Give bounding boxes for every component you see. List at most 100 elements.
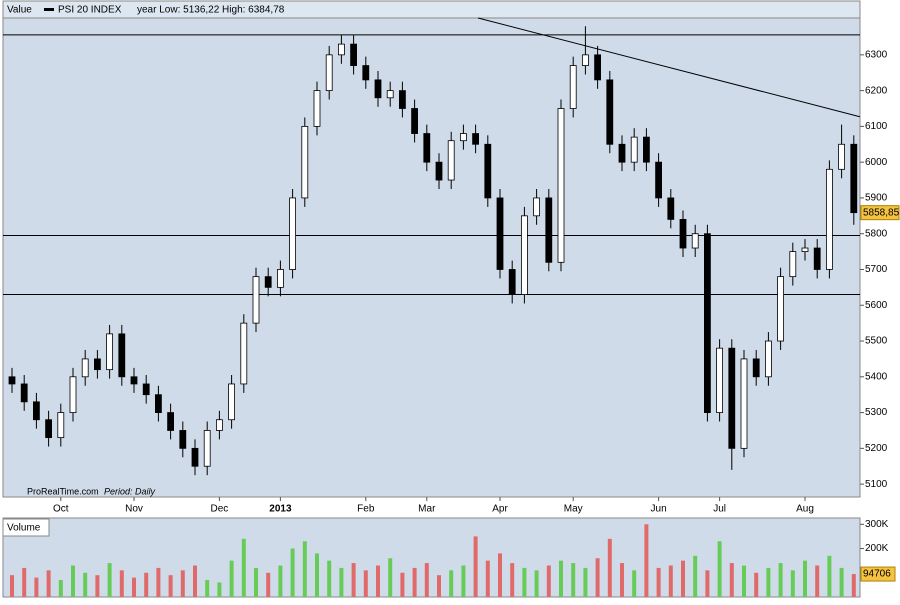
- volume-bar: [327, 560, 332, 597]
- candle-body: [630, 136, 638, 163]
- candle-body: [264, 276, 272, 288]
- candle-body: [826, 168, 833, 270]
- candle-body: [81, 358, 89, 378]
- volume-bar: [742, 565, 746, 597]
- y-tick-label: 6200: [865, 85, 888, 96]
- volume-bar: [644, 524, 649, 597]
- candle-body: [716, 347, 723, 413]
- volume-bar: [571, 563, 576, 597]
- volume-label-box: [2, 518, 50, 537]
- candle-body: [130, 376, 138, 385]
- candle-body: [557, 108, 565, 263]
- candle-body: [704, 233, 711, 413]
- x-tick-label: Aug: [796, 504, 814, 515]
- candle-body: [777, 276, 784, 342]
- volume-bar: [449, 570, 454, 597]
- volume-bar: [107, 563, 112, 597]
- volume-bar: [71, 565, 75, 597]
- chart-subtitle: year Low: 5136,22 High: 6384,78: [137, 5, 285, 16]
- volume-bar: [522, 567, 527, 597]
- candle-body: [167, 412, 175, 431]
- volume-bar: [485, 560, 490, 597]
- candle-body: [215, 419, 223, 431]
- candle-body: [362, 65, 370, 81]
- y-tick-label: 6000: [865, 157, 888, 168]
- candle-body: [386, 90, 394, 99]
- y-tick-label: 6100: [865, 121, 888, 132]
- volume-tick-label: 300K: [865, 519, 889, 530]
- volume-bar: [729, 563, 734, 597]
- volume-bar: [58, 580, 63, 597]
- volume-bar: [559, 560, 563, 597]
- volume-bar: [607, 538, 612, 597]
- volume-bar: [278, 565, 283, 597]
- candle-body: [496, 197, 504, 270]
- candle-body: [569, 65, 577, 109]
- volume-bar: [620, 563, 624, 597]
- volume-bar: [119, 570, 124, 597]
- volume-bar: [583, 567, 588, 597]
- x-tick-label: May: [564, 504, 583, 515]
- candle-body: [8, 376, 16, 385]
- y-tick-label: 5400: [865, 371, 888, 382]
- volume-bar: [351, 563, 356, 597]
- volume-bar: [229, 560, 234, 597]
- x-tick-label: 2013: [269, 504, 292, 515]
- volume-bar: [83, 572, 88, 597]
- candle-body: [740, 358, 748, 449]
- source: ProRealTime.com: [27, 486, 99, 496]
- volume-bar: [546, 565, 551, 597]
- y-tick-label: 5600: [865, 300, 888, 311]
- x-tick-label: Feb: [357, 504, 375, 515]
- candle-body: [106, 333, 113, 371]
- candle-body: [276, 269, 284, 288]
- x-tick-label: Nov: [125, 504, 143, 515]
- volume-bar: [254, 567, 258, 597]
- candle-body: [667, 197, 675, 220]
- candle-body: [618, 143, 626, 163]
- volume-bar: [34, 577, 39, 597]
- candle-body: [350, 43, 358, 66]
- y-tick-label: 5800: [865, 228, 888, 239]
- volume-bar: [193, 565, 197, 597]
- candle-body: [313, 90, 321, 127]
- header-label: Value: [7, 5, 32, 16]
- last-volume-box: [860, 566, 896, 582]
- period: Period: Daily: [104, 486, 156, 496]
- volume-bar: [815, 565, 820, 597]
- candle-body: [484, 143, 492, 199]
- volume-bar: [412, 567, 417, 597]
- y-tick-label: 5200: [865, 443, 888, 454]
- candle-body: [20, 383, 28, 403]
- volume-bar: [754, 572, 759, 597]
- volume-bar: [851, 574, 856, 597]
- candle-body: [472, 133, 480, 145]
- candle-body: [728, 347, 736, 449]
- candle-body: [33, 401, 40, 421]
- legend-swatch: [44, 8, 54, 11]
- volume-bar: [473, 536, 478, 597]
- candle-body: [691, 233, 699, 249]
- volume-bar: [205, 580, 210, 597]
- volume-bar: [22, 567, 27, 597]
- volume-bar: [168, 575, 173, 597]
- volume-bar: [290, 548, 295, 597]
- volume-bar: [241, 538, 246, 597]
- candle-body: [142, 383, 150, 396]
- volume-bar: [681, 560, 685, 597]
- candle-body: [57, 412, 65, 439]
- candle-body: [118, 333, 126, 378]
- chart-title: PSI 20 INDEX: [58, 5, 122, 16]
- volume-bar: [180, 570, 185, 597]
- y-tick-label: 5700: [865, 264, 888, 275]
- volume-bar: [803, 560, 807, 597]
- volume-bar: [363, 570, 368, 597]
- volume-bar: [498, 553, 502, 597]
- volume-bar: [693, 555, 698, 597]
- candle-body: [655, 161, 662, 199]
- volume-bar: [388, 558, 393, 597]
- candle-body: [435, 161, 443, 181]
- volume-bar: [534, 570, 539, 597]
- candle-body: [301, 125, 309, 199]
